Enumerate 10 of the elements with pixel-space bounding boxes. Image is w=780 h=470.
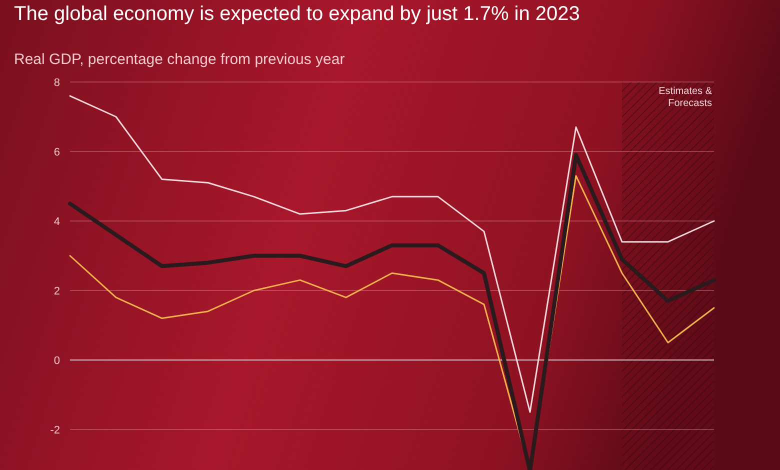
y-tick-label: 2: [54, 285, 60, 298]
y-tick-label: 4: [54, 216, 60, 228]
y-tick-label: 6: [54, 146, 60, 158]
y-tick-label: 0: [54, 354, 60, 367]
y-tick-label: 8: [54, 76, 60, 89]
annotation: Estimates & Forecasts: [658, 86, 712, 109]
line-series: [69, 95, 715, 413]
chart-subtitle: Real GDP, percentage change from previous year: [14, 51, 345, 68]
chart-title: The global economy is expected to expand by just 1.7% in 2023: [14, 3, 580, 25]
y-tick-label: -2: [50, 424, 60, 436]
